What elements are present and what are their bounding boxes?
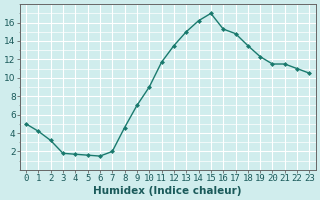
X-axis label: Humidex (Indice chaleur): Humidex (Indice chaleur) [93, 186, 242, 196]
